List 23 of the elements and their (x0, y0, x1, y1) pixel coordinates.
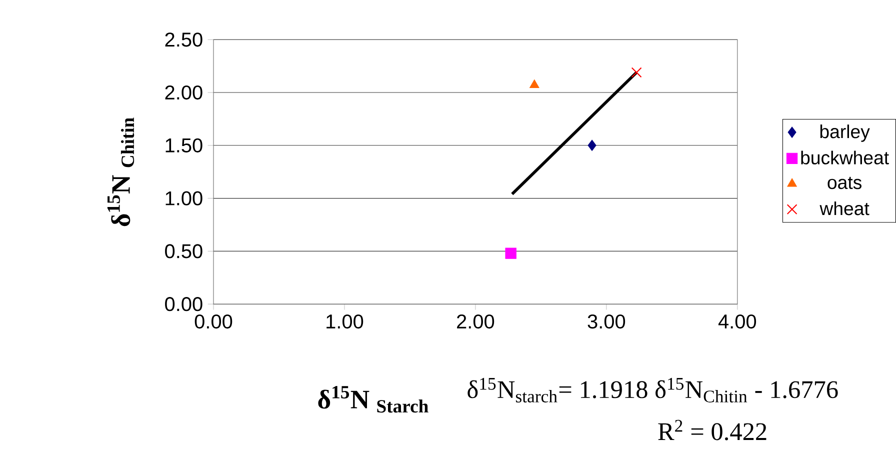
y-axis-title: δ$^{15}$N $_{Chitin}$ (107, 118, 134, 226)
y-tick-label: 1.50 (166, 138, 202, 152)
x-tick-label: 1.00 (326, 314, 364, 329)
legend-label: wheat (820, 201, 870, 216)
x-tick-label: 4.00 (718, 314, 756, 329)
point (505, 248, 516, 259)
x-tick-label: 2.00 (457, 314, 494, 329)
legend-label: oats (828, 176, 862, 190)
text: R$^{2}$ = 0.422 (658, 420, 766, 440)
y-tick-label: 2.00 (165, 85, 202, 100)
point (631, 67, 642, 78)
x-tick-label: 3.00 (588, 314, 626, 329)
y-tick-label: 0.50 (165, 244, 202, 258)
x-axis-title: δ$^{15}$N $_{Starch}$ (318, 386, 428, 413)
y-tick-label: 1.00 (166, 191, 202, 206)
legend-label: barley (820, 124, 870, 142)
legend-label: buckwheat (801, 150, 889, 164)
text: δ$^{15}$N$_{starch}$= 1.1918 δ$^{15}$N$_{Chitin}$ - 1.6776 (468, 378, 838, 402)
point (588, 140, 596, 151)
x-tick-label: 0.00 (194, 314, 232, 329)
y-tick-label: 2.50 (165, 32, 202, 47)
point (530, 80, 540, 88)
y-tick-label: 0.00 (165, 296, 202, 312)
